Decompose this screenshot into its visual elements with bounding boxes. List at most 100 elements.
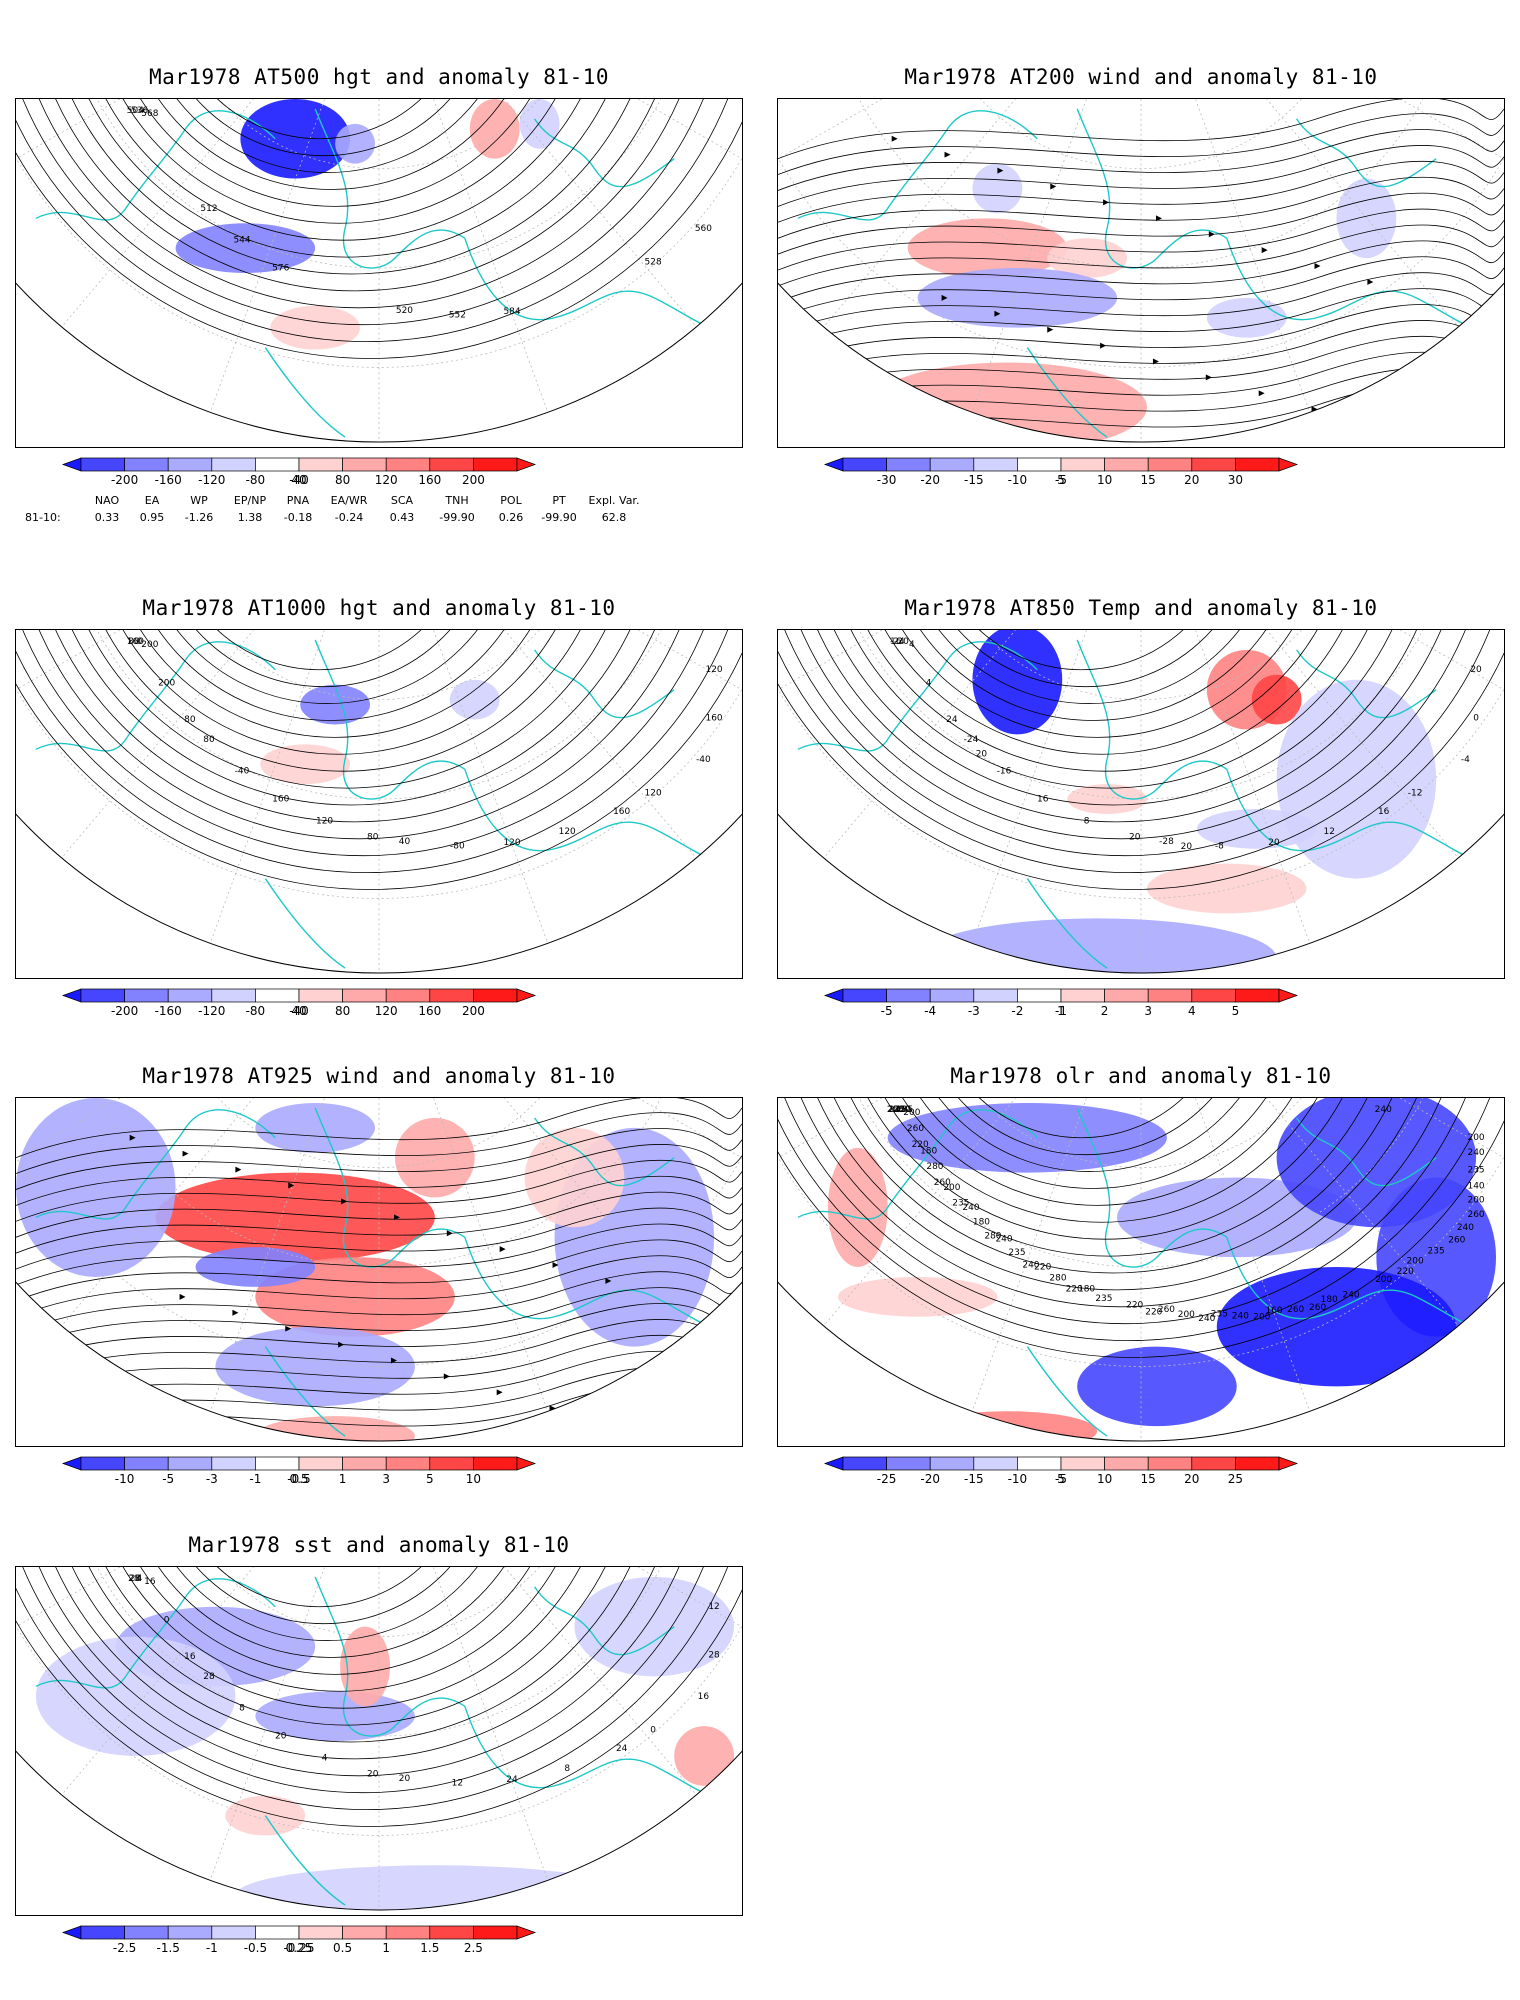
- contour-label: 200: [943, 1183, 960, 1193]
- meridian-gridline: [429, 630, 697, 859]
- colorbar-tick-label: 40: [291, 473, 306, 487]
- colorbar-at500: -200 -160 -120 -80 -40 40 80 120 160 200: [15, 456, 743, 490]
- coastline: [613, 376, 705, 398]
- contour-label: 240: [995, 1235, 1012, 1245]
- contour-label: 280: [893, 1105, 910, 1115]
- contour-label: 120: [645, 788, 662, 798]
- teleconnection-value: -0.18: [283, 511, 313, 524]
- colorbar-tick-label: 15: [1141, 1472, 1156, 1486]
- anomaly-shading: [255, 1416, 415, 1442]
- colorbar-tick-label: 2.5: [464, 1941, 483, 1955]
- contour-label: 16: [1378, 807, 1390, 817]
- anomaly-shading: [1146, 863, 1307, 914]
- contour-label: 260: [1468, 1210, 1485, 1220]
- colorbar-tick-label: -160: [155, 1004, 182, 1018]
- anomaly-shading: [972, 630, 1063, 735]
- anomaly-shading: [16, 1098, 176, 1277]
- streamline: [778, 129, 1504, 191]
- latitude-gridline: [159, 630, 599, 700]
- streamline: [16, 1207, 742, 1270]
- contour-label: 235: [896, 1105, 913, 1115]
- streamline-arrow: [605, 1277, 612, 1284]
- anomaly-shading: [270, 305, 361, 350]
- contour-line: [41, 1567, 661, 1743]
- coastline: [314, 639, 466, 800]
- contour-line: [73, 1567, 613, 1709]
- colorbar-bin: [255, 457, 300, 472]
- colorbar-tick-label: 4: [1188, 1004, 1196, 1018]
- streamline-arrow: [1152, 358, 1159, 365]
- streamline-arrow: [1208, 231, 1215, 238]
- coastline: [1076, 1107, 1228, 1268]
- colorbar-tick-label: -200: [111, 1004, 138, 1018]
- contour-line: [778, 630, 1504, 890]
- contour-line: [851, 630, 1351, 755]
- colorbar-high-arrow: [1278, 988, 1299, 1003]
- contour-label: 20: [1470, 665, 1482, 675]
- contour-line: [16, 630, 742, 890]
- hemisphere-boundary: [778, 1281, 1504, 1442]
- anomaly-shading: [1216, 1267, 1457, 1387]
- colorbar-bin: [886, 457, 931, 472]
- contour-label: 180: [1078, 1285, 1095, 1295]
- contour-label: 16: [890, 637, 902, 647]
- teleconnection-header: PT: [552, 494, 566, 507]
- colorbar-tick-label: 2: [1101, 1004, 1109, 1018]
- anomaly-shading: [917, 268, 1118, 328]
- contour-label: 200: [887, 1105, 904, 1115]
- colorbar-bin: [255, 1456, 300, 1471]
- coastline: [533, 1117, 675, 1187]
- teleconnection-header: TNH: [445, 494, 469, 507]
- colorbar-bin: [385, 1456, 431, 1471]
- contour-line: [778, 1098, 1495, 1325]
- colorbar-bin: [298, 988, 343, 1003]
- colorbar-at1000: -200 -160 -120 -80 -40 40 80 120 160 200: [15, 987, 743, 1021]
- contour-label: 160: [706, 714, 723, 724]
- contour-label: 240: [1457, 1223, 1474, 1233]
- contour-label: 200: [1468, 1196, 1485, 1206]
- colorbar-tick-label: -15: [964, 1472, 984, 1486]
- contour-label: 28: [203, 1672, 215, 1682]
- contour-label: -80: [450, 841, 465, 851]
- contour-label: 200: [158, 678, 175, 688]
- colorbar-tick-label: 80: [335, 1004, 350, 1018]
- contour-label: 120: [706, 665, 723, 675]
- panel-title: Mar1978 AT500 hgt and anomaly 81-10: [148, 65, 609, 89]
- meridian-gridline: [823, 99, 1091, 328]
- coastline: [1026, 1346, 1108, 1437]
- teleconnection-header: EA/WR: [330, 494, 368, 507]
- meridian-gridline: [405, 1098, 549, 1412]
- colorbar-tick-label: 160: [418, 473, 441, 487]
- colorbar-bin: [80, 457, 125, 472]
- contour-label: 16: [184, 1652, 196, 1662]
- contour-label: 24: [946, 715, 958, 725]
- colorbar-tick-label: -4: [924, 1004, 936, 1018]
- streamline: [16, 1159, 742, 1222]
- contour-label: 160: [272, 794, 289, 804]
- coastline: [797, 641, 1038, 752]
- coastline: [1375, 376, 1467, 398]
- contour-label: 180: [920, 1146, 937, 1156]
- contour-label: -4: [1461, 755, 1470, 765]
- coastline: [1375, 1375, 1467, 1397]
- contour-label: 160: [613, 807, 630, 817]
- colorbar-bin: [1017, 988, 1062, 1003]
- contour-label: -40: [696, 755, 711, 765]
- contour-label: 260: [1287, 1305, 1304, 1315]
- streamline: [16, 1255, 742, 1318]
- meridian-gridline: [971, 1098, 1115, 1412]
- colorbar-bin: [1104, 457, 1149, 472]
- contour-label: 220: [1066, 1284, 1083, 1294]
- contour-line: [835, 1098, 1375, 1240]
- contour-label: 12: [708, 1602, 719, 1612]
- streamline-arrow: [338, 1341, 345, 1348]
- colorbar-bin: [929, 457, 975, 472]
- colorbar-bin: [255, 988, 300, 1003]
- contour-label: 28: [128, 1574, 140, 1584]
- streamline-arrow: [390, 1357, 397, 1364]
- meridian-gridline: [209, 1567, 353, 1881]
- meridian-gridline: [61, 630, 329, 859]
- streamline-arrow: [1364, 422, 1371, 429]
- streamline-arrow: [944, 151, 951, 158]
- colorbar-bin: [1060, 988, 1105, 1003]
